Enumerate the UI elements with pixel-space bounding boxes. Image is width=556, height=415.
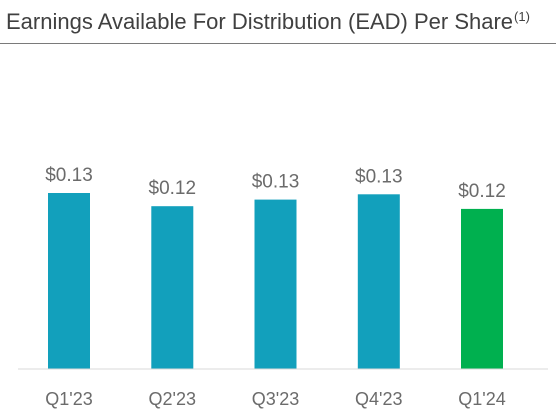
x-tick-label-q423: Q4'23 (355, 389, 402, 409)
bar-q223 (151, 206, 194, 369)
x-tick-labels-group: Q1'23 Q2'23 Q3'23 Q4'23 Q1'24 (45, 389, 505, 409)
x-tick-label-q223: Q2'23 (149, 389, 196, 409)
bar-q423 (357, 194, 400, 369)
data-label-q323: $0.13 (252, 172, 300, 193)
bar-q124 (461, 208, 503, 369)
chart-title: Earnings Available For Distribution (EAD… (6, 9, 530, 34)
bar-q323 (254, 199, 297, 369)
data-label-q123: $0.13 (45, 165, 93, 186)
data-label-q124: $0.12 (458, 181, 506, 202)
x-tick-label-q323: Q3'23 (252, 389, 299, 409)
chart-title-text: Earnings Available For Distribution (EAD… (6, 9, 514, 34)
footnote-marker: (1) (514, 9, 530, 24)
x-tick-label-q123: Q1'23 (45, 389, 92, 409)
data-label-q423: $0.13 (355, 166, 403, 187)
x-tick-label-q124: Q1'24 (458, 389, 505, 409)
data-labels-group: $0.13 $0.12 $0.13 $0.13 $0.12 (45, 165, 506, 202)
bar-q123 (48, 193, 90, 369)
title-divider (0, 43, 556, 44)
data-label-q223: $0.12 (149, 178, 197, 199)
bars-group (48, 193, 503, 369)
